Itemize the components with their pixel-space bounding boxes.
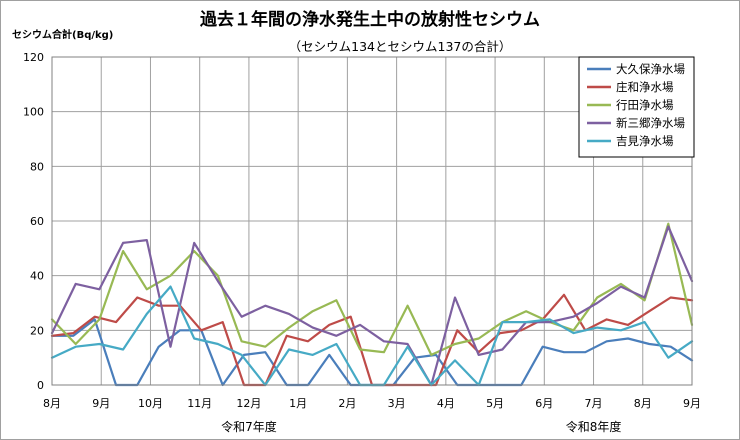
year-labels: 令和7年度 令和8年度	[221, 419, 621, 434]
y-tick-label: 120	[23, 51, 44, 64]
x-tick-label: 7月	[585, 397, 603, 410]
chart-title: 過去１年間の浄水発生土中の放射性セシウム	[200, 9, 540, 30]
legend-entry: 大久保浄水場	[616, 62, 685, 76]
x-tick-label: 10月	[138, 397, 163, 410]
legend-entry: 行田浄水場	[616, 98, 674, 112]
y-tick-label: 100	[23, 106, 44, 119]
x-tick-label: 1月	[289, 397, 307, 410]
legend-entry: 新三郷浄水場	[616, 116, 685, 130]
series-line-3	[50, 225, 694, 387]
x-tick-label: 2月	[338, 397, 356, 410]
y-tick-label: 60	[30, 215, 44, 228]
x-ticks: 8月 9月 10月 11月 12月 1月 2月 3月 4月 5月 6月 7月 8月 9月	[43, 397, 701, 410]
plot-frame	[51, 56, 693, 386]
x-tick-label: 9月	[683, 397, 701, 410]
y-axis-label: セシウム合計(Bq/kg)	[12, 28, 113, 41]
x-tick-label: 11月	[187, 397, 212, 410]
x-tick-label: 6月	[535, 397, 553, 410]
y-ticks: 0 20 40 60 80 100 120	[23, 51, 44, 392]
x-tick-label: 5月	[486, 397, 504, 410]
x-tick-label: 12月	[236, 397, 261, 410]
x-tick-label: 8月	[43, 397, 61, 410]
year-label: 令和8年度	[566, 419, 622, 434]
x-tick-label: 4月	[437, 397, 455, 410]
x-tick-label: 8月	[634, 397, 652, 410]
chart-subtitle: （セシウム134とセシウム137の合計）	[289, 39, 512, 54]
x-tick-label: 3月	[388, 397, 406, 410]
y-tick-label: 80	[30, 160, 44, 173]
series-line-2	[50, 222, 694, 356]
x-tick-label: 9月	[92, 397, 110, 410]
year-label: 令和7年度	[221, 419, 277, 434]
y-tick-label: 20	[30, 324, 44, 337]
legend-entry: 庄和浄水場	[616, 80, 674, 94]
legend-entry: 吉見浄水場	[616, 134, 674, 148]
y-tick-label: 40	[30, 270, 44, 283]
y-tick-label: 0	[37, 379, 44, 392]
